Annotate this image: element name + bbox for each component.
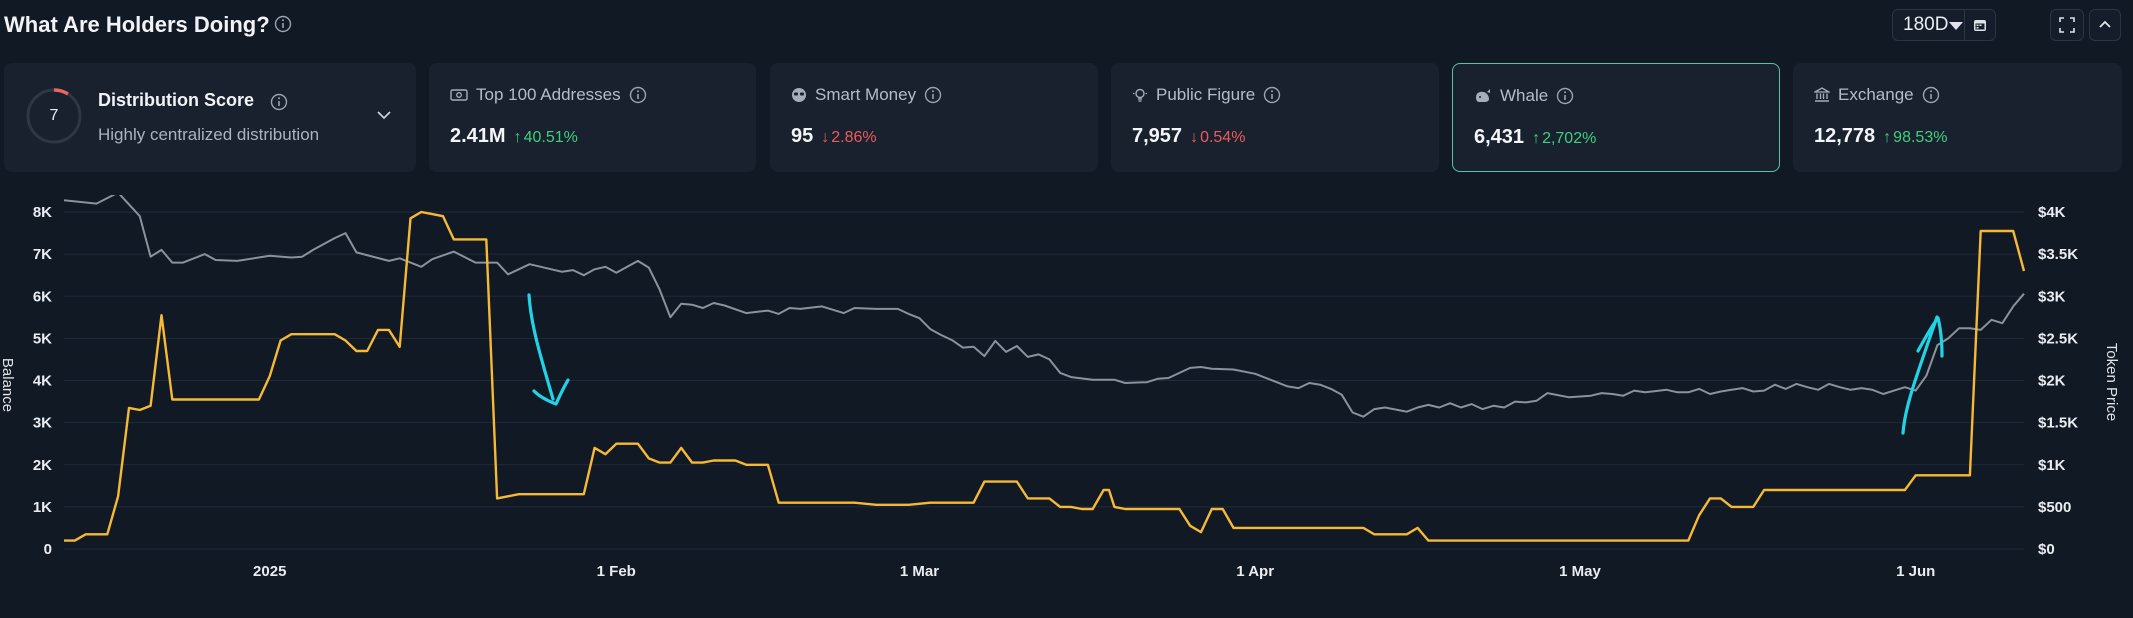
card-value: 6,431 <box>1474 126 1525 148</box>
annotation-arrows <box>527 293 1944 435</box>
holders-chart[interactable]: 0 1K 2K 3K 4K 5K 6K 7K 8K $0 $500 $1K $1.5K $2K $2.5K… <box>0 195 2133 605</box>
left-tick-label: 3K <box>33 415 52 432</box>
card-change: 98.53% <box>1893 129 1948 146</box>
right-axis: $0 $500 $1K $1.5K $2K $2.5K $3K $3.5K $4K <box>2038 204 2078 558</box>
right-tick-label: $2.5K <box>2038 330 2078 347</box>
right-tick-label: $3.5K <box>2038 246 2078 263</box>
expand-icon <box>2059 17 2075 33</box>
card-value: 12,778 <box>1814 125 1876 147</box>
x-tick-label: 2025 <box>253 563 286 580</box>
distribution-score-title: Distribution Score <box>98 90 255 110</box>
right-tick-label: $1K <box>2038 457 2066 474</box>
card-label: Smart Money <box>815 85 917 104</box>
distribution-score-card[interactable]: 7 Distribution Score Highly centralized … <box>4 63 416 172</box>
info-icon[interactable] <box>1556 87 1574 105</box>
whale-card[interactable]: Whale 6,431 ↑ 2,702% <box>1452 63 1780 172</box>
calendar-icon <box>1974 20 1986 31</box>
grid-lines <box>64 211 2024 550</box>
left-tick-label: 6K <box>33 288 52 305</box>
right-tick-label: $3K <box>2038 288 2066 305</box>
card-change: 2.86% <box>831 129 877 146</box>
right-axis-title: Token Price <box>2103 343 2120 421</box>
right-tick-label: $0 <box>2038 541 2055 558</box>
right-tick-label: $4K <box>2038 204 2066 221</box>
x-axis: 2025 1 Feb 1 Mar 1 Apr 1 May 1 Jun <box>253 563 1935 580</box>
sunglasses-icon <box>792 88 806 102</box>
left-tick-label: 8K <box>33 204 52 221</box>
right-tick-label: $1.5K <box>2038 415 2078 432</box>
caret-down-icon <box>1949 22 1963 30</box>
card-label: Exchange <box>1838 85 1914 104</box>
card-label: Public Figure <box>1156 85 1256 104</box>
score-value: 7 <box>49 107 59 124</box>
change-up-icon: ↑ <box>1532 130 1541 147</box>
right-tick-label: $2K <box>2038 373 2066 390</box>
range-select[interactable]: 180D <box>1892 9 1996 41</box>
chevron-up-icon <box>2099 20 2111 28</box>
exchange-card[interactable]: Exchange 12,778 ↑ 98.53% <box>1793 63 2122 172</box>
token-price-line <box>63 195 2025 418</box>
smart-money-card[interactable]: Smart Money 95 ↓ 2.86% <box>770 63 1098 172</box>
left-axis: 0 1K 2K 3K 4K 5K 6K 7K 8K <box>33 204 52 558</box>
range-select-value: 180D <box>1903 14 1949 35</box>
card-value: 7,957 <box>1132 125 1183 147</box>
card-value: 2.41M <box>450 125 506 147</box>
left-tick-label: 1K <box>33 499 52 516</box>
card-label: Top 100 Addresses <box>476 85 621 104</box>
bank-icon <box>1814 87 1830 102</box>
whale-icon <box>1476 89 1490 102</box>
right-tick-label: $500 <box>2038 499 2071 516</box>
public-figure-card[interactable]: Public Figure 7,957 ↓ 0.54% <box>1111 63 1439 172</box>
left-axis-title: Balance <box>0 358 16 412</box>
x-tick-label: 1 Apr <box>1236 563 1274 580</box>
balance-line <box>64 210 2026 542</box>
x-tick-label: 1 Feb <box>597 563 636 580</box>
card-change: 0.54% <box>1200 129 1246 146</box>
page-title: What Are Holders Doing? <box>4 12 270 37</box>
x-tick-label: 1 Mar <box>900 563 939 580</box>
info-icon[interactable] <box>274 15 292 33</box>
card-label: Whale <box>1500 86 1549 105</box>
left-tick-label: 0 <box>44 541 52 558</box>
top-100-addresses-card[interactable]: Top 100 Addresses 2.41M ↑ 40.51% <box>429 63 756 172</box>
card-change: 2,702% <box>1542 130 1597 147</box>
series-lines <box>63 195 2026 542</box>
distribution-score-subtitle: Highly centralized distribution <box>98 125 320 144</box>
card-value: 95 <box>791 125 814 147</box>
lightbulb-icon <box>1133 88 1147 102</box>
cash-icon <box>450 89 468 101</box>
x-tick-label: 1 May <box>1559 563 1601 580</box>
change-up-icon: ↑ <box>1883 129 1892 146</box>
fullscreen-button[interactable] <box>2050 9 2084 41</box>
change-down-icon: ↓ <box>1190 129 1199 146</box>
left-tick-label: 2K <box>33 457 52 474</box>
calendar-button[interactable] <box>1964 10 1995 40</box>
info-icon[interactable] <box>924 86 942 104</box>
info-icon[interactable] <box>1263 86 1281 104</box>
info-icon[interactable] <box>270 93 288 111</box>
annotation-arrow-down <box>527 293 570 406</box>
chevron-down-icon[interactable] <box>376 110 392 120</box>
left-tick-label: 4K <box>33 373 52 390</box>
score-ring <box>26 88 82 144</box>
collapse-button[interactable] <box>2089 9 2121 41</box>
annotation-arrow-up <box>1901 315 1944 435</box>
left-tick-label: 5K <box>33 330 52 347</box>
x-tick-label: 1 Jun <box>1896 563 1935 580</box>
change-up-icon: ↑ <box>513 129 522 146</box>
card-change: 40.51% <box>523 129 578 146</box>
info-icon[interactable] <box>1922 86 1940 104</box>
left-tick-label: 7K <box>33 246 52 263</box>
info-icon[interactable] <box>629 86 647 104</box>
header: What Are Holders Doing? 180D <box>0 0 2133 50</box>
change-down-icon: ↓ <box>821 129 830 146</box>
